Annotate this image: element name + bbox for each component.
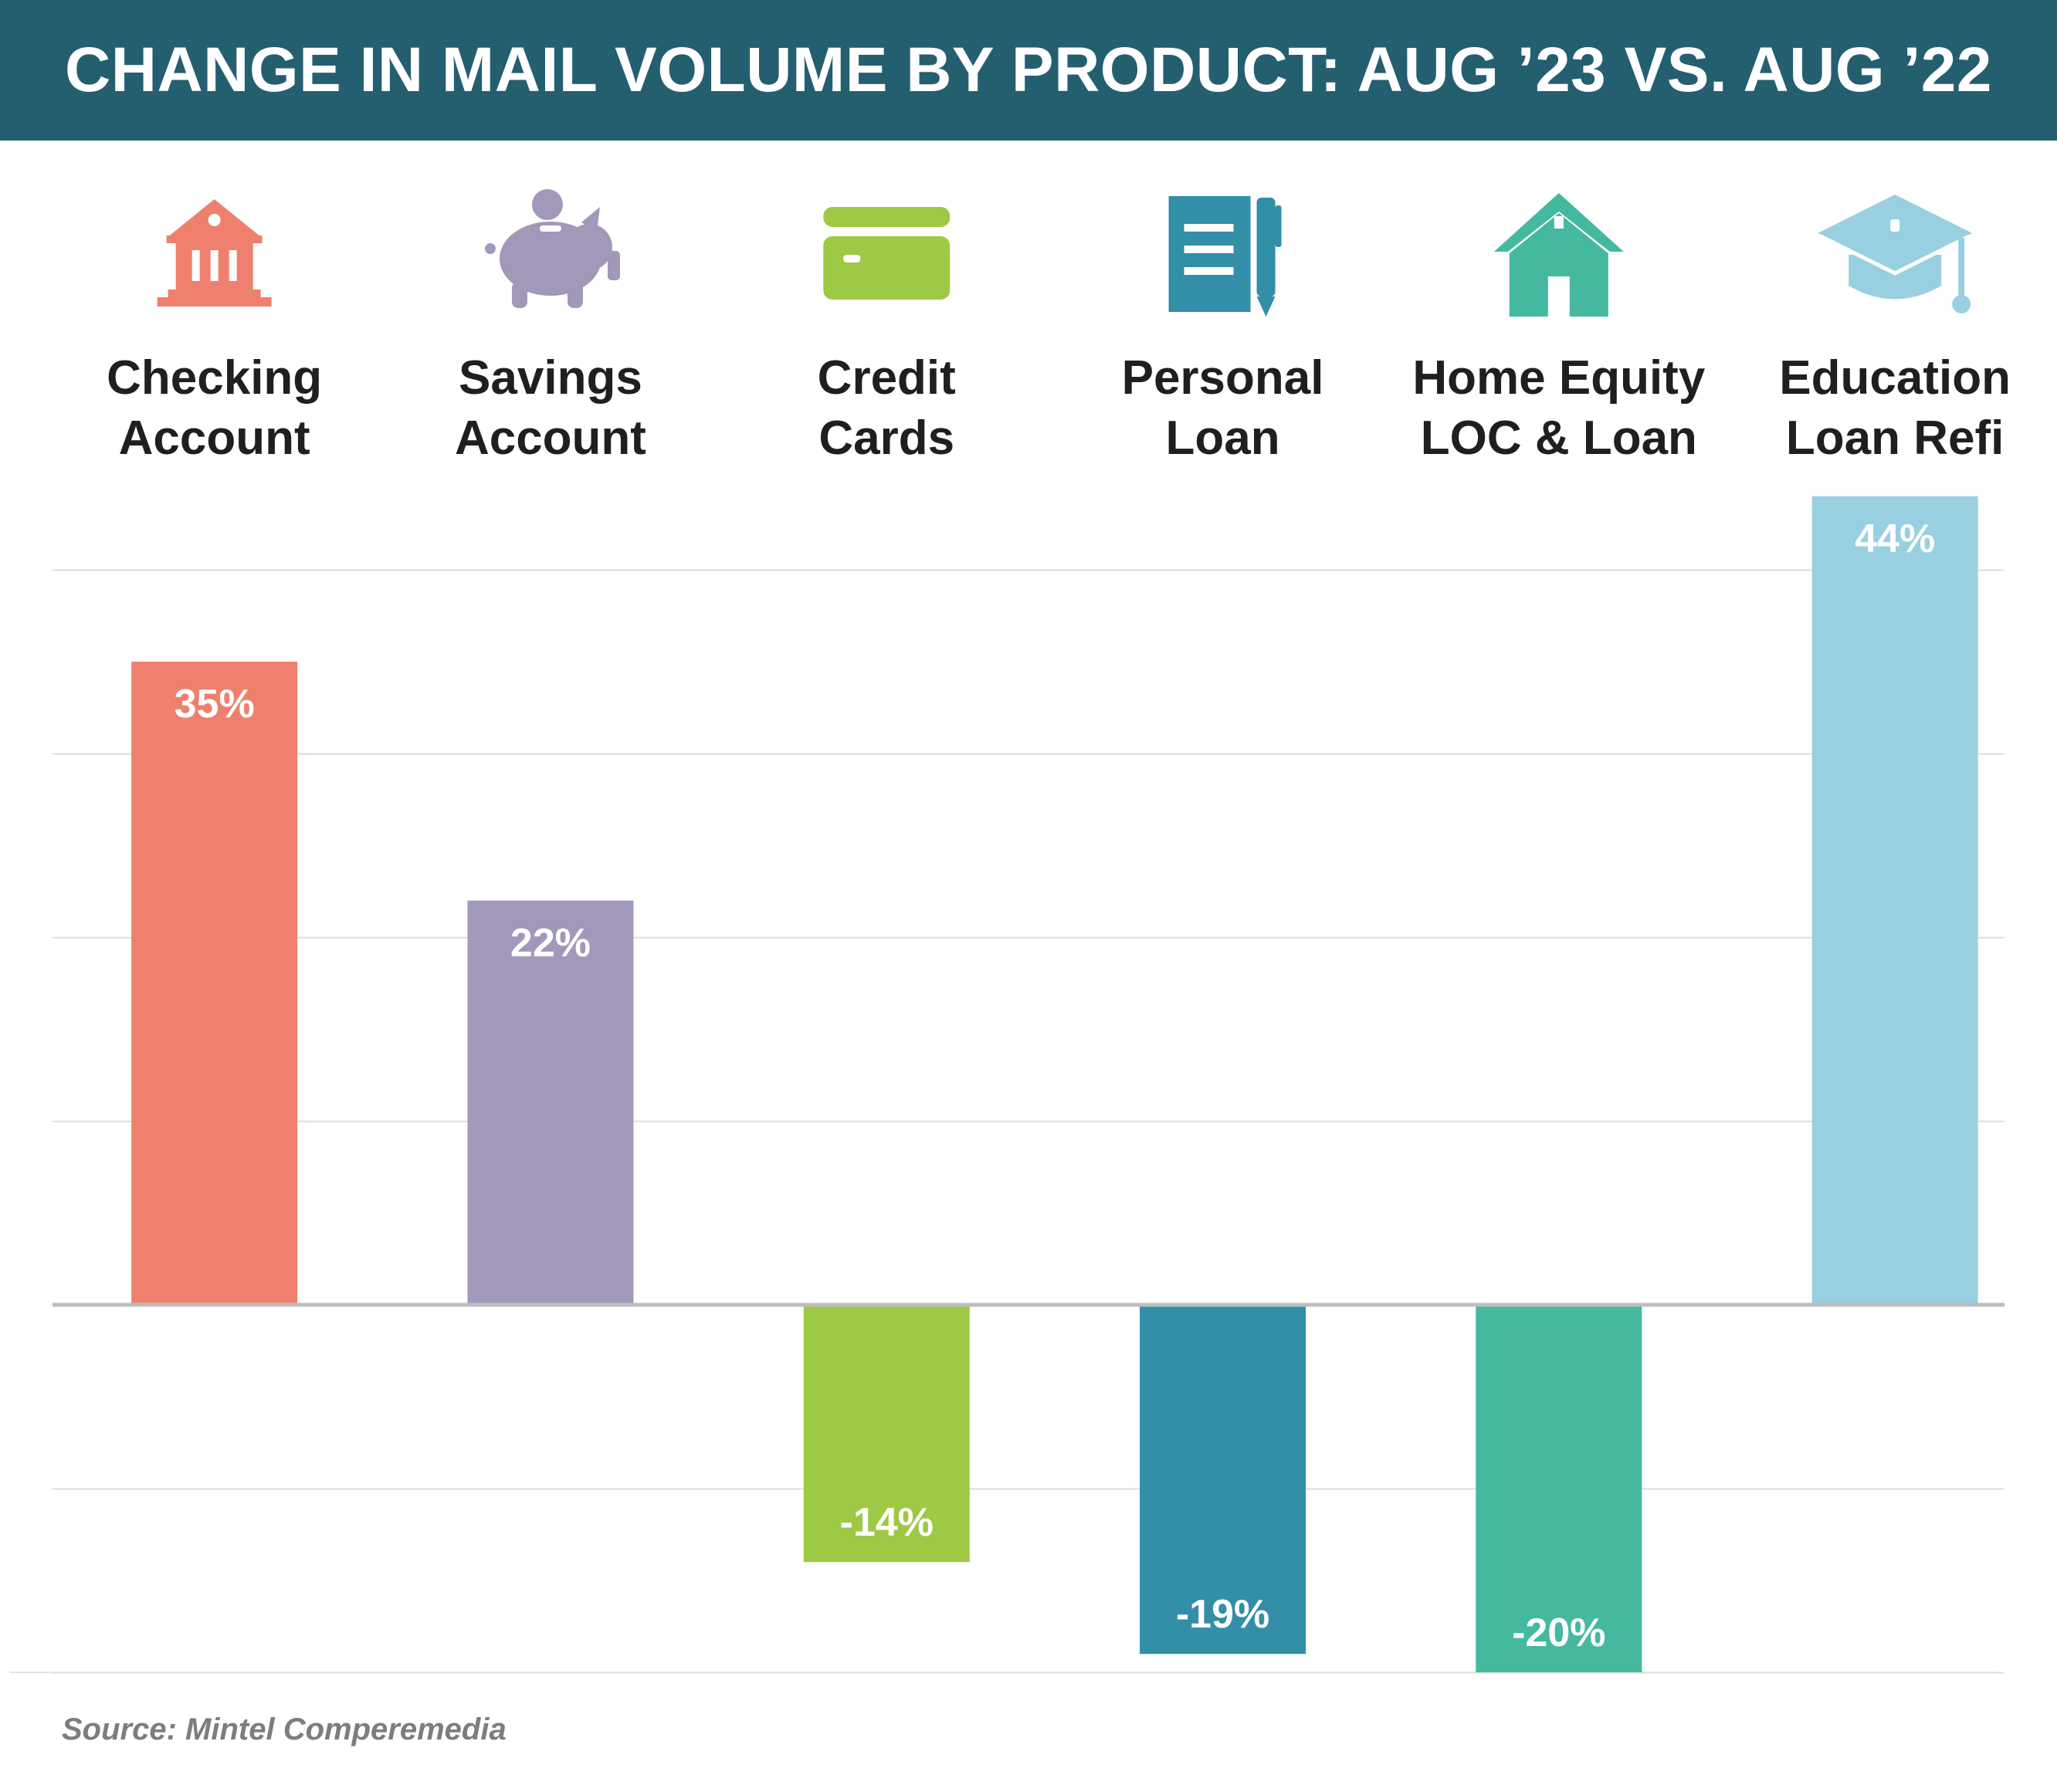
data-label: 35% (175, 682, 255, 727)
data-label: -14% (840, 1500, 934, 1545)
bar (1476, 1305, 1642, 1672)
category-label-line: Loan (1165, 412, 1279, 465)
bank-column-gap (191, 250, 200, 281)
category-label: Education Loan Refi (1779, 351, 2011, 465)
category-label: Checking Account (107, 351, 322, 465)
bank-base (157, 297, 272, 307)
category-label-line: Checking (107, 351, 322, 405)
category-label: Home Equity LOC & Loan (1412, 351, 1705, 465)
pig-ear (581, 207, 600, 232)
notebook-line (1184, 267, 1234, 275)
bank-column-gap (229, 250, 237, 281)
bar (467, 900, 634, 1305)
category-label-line: Account (455, 412, 646, 465)
pen-body (1256, 198, 1276, 296)
bank-column-gap (210, 250, 219, 281)
category-label: Personal Loan (1122, 351, 1324, 465)
pen-tip (1256, 296, 1276, 317)
category-label-line: Savings (459, 351, 642, 405)
house-window (1554, 216, 1564, 229)
cap-base (1849, 255, 1942, 300)
notebook-line (1184, 224, 1234, 232)
category-label-line: Home Equity (1412, 351, 1705, 405)
data-label: 22% (510, 920, 591, 965)
tassel-cord (1958, 238, 1965, 300)
pig-leg (511, 282, 527, 308)
notebook-line (1184, 246, 1234, 253)
category-label-line: Loan Refi (1786, 412, 2004, 465)
gridlines (9, 569, 2004, 1674)
house-roof (1493, 193, 1624, 252)
pig-head (565, 224, 612, 270)
pig-leg (567, 282, 583, 308)
category-icons (157, 189, 1973, 317)
data-labels: 35% 22% -14% -19% -20% 44% (175, 517, 1936, 1655)
card-chip (843, 255, 861, 263)
bar (1811, 496, 1978, 1305)
credit-card-icon (823, 207, 951, 300)
source-note: Source: Mintel Comperemedia (62, 1712, 507, 1746)
category-label-line: Account (119, 412, 310, 465)
house-gable (1509, 213, 1608, 253)
cap-button (1890, 219, 1900, 232)
category-label-line: Credit (818, 351, 956, 405)
cap-board (1818, 195, 1973, 272)
notebook-pen-icon (1168, 196, 1282, 317)
card-body (823, 236, 951, 300)
data-label: 44% (1855, 517, 1935, 561)
bank-emblem (208, 214, 221, 226)
house-icon (1493, 193, 1624, 317)
bank-step (168, 290, 261, 297)
category-labels: Checking Account Savings Account Credit Cards… (107, 351, 2011, 465)
bank-icon (157, 199, 272, 307)
pig-snout (607, 251, 620, 280)
data-label: -20% (1512, 1611, 1605, 1655)
coin-slot (539, 225, 561, 232)
category-label-line: Cards (818, 412, 954, 465)
bars (131, 496, 1978, 1672)
title-banner: CHANGE IN MAIL VOLUME BY PRODUCT: AUG ’2… (0, 0, 2057, 141)
pen-clip (1275, 205, 1282, 247)
category-label-line: Personal (1122, 351, 1324, 405)
card-top (823, 207, 951, 227)
category-label-line: Education (1779, 351, 2011, 405)
cap-edge (1820, 234, 1971, 276)
category-label-line: LOC & Loan (1421, 412, 1697, 465)
bank-beam (166, 235, 263, 243)
coin (531, 189, 563, 220)
bar (131, 662, 298, 1305)
category-label: Savings Account (455, 351, 646, 465)
tassel (1952, 295, 1971, 313)
bar (803, 1305, 970, 1563)
pig-tail (484, 243, 496, 254)
bar (1140, 1305, 1306, 1655)
data-label: -19% (1176, 1592, 1269, 1637)
notebook (1168, 196, 1251, 312)
graduation-cap-icon (1818, 195, 1973, 313)
category-label: Credit Cards (818, 351, 956, 465)
piggy-bank-icon (484, 189, 620, 308)
house-door (1547, 276, 1570, 317)
chart-title: CHANGE IN MAIL VOLUME BY PRODUCT: AUG ’2… (65, 35, 1992, 105)
